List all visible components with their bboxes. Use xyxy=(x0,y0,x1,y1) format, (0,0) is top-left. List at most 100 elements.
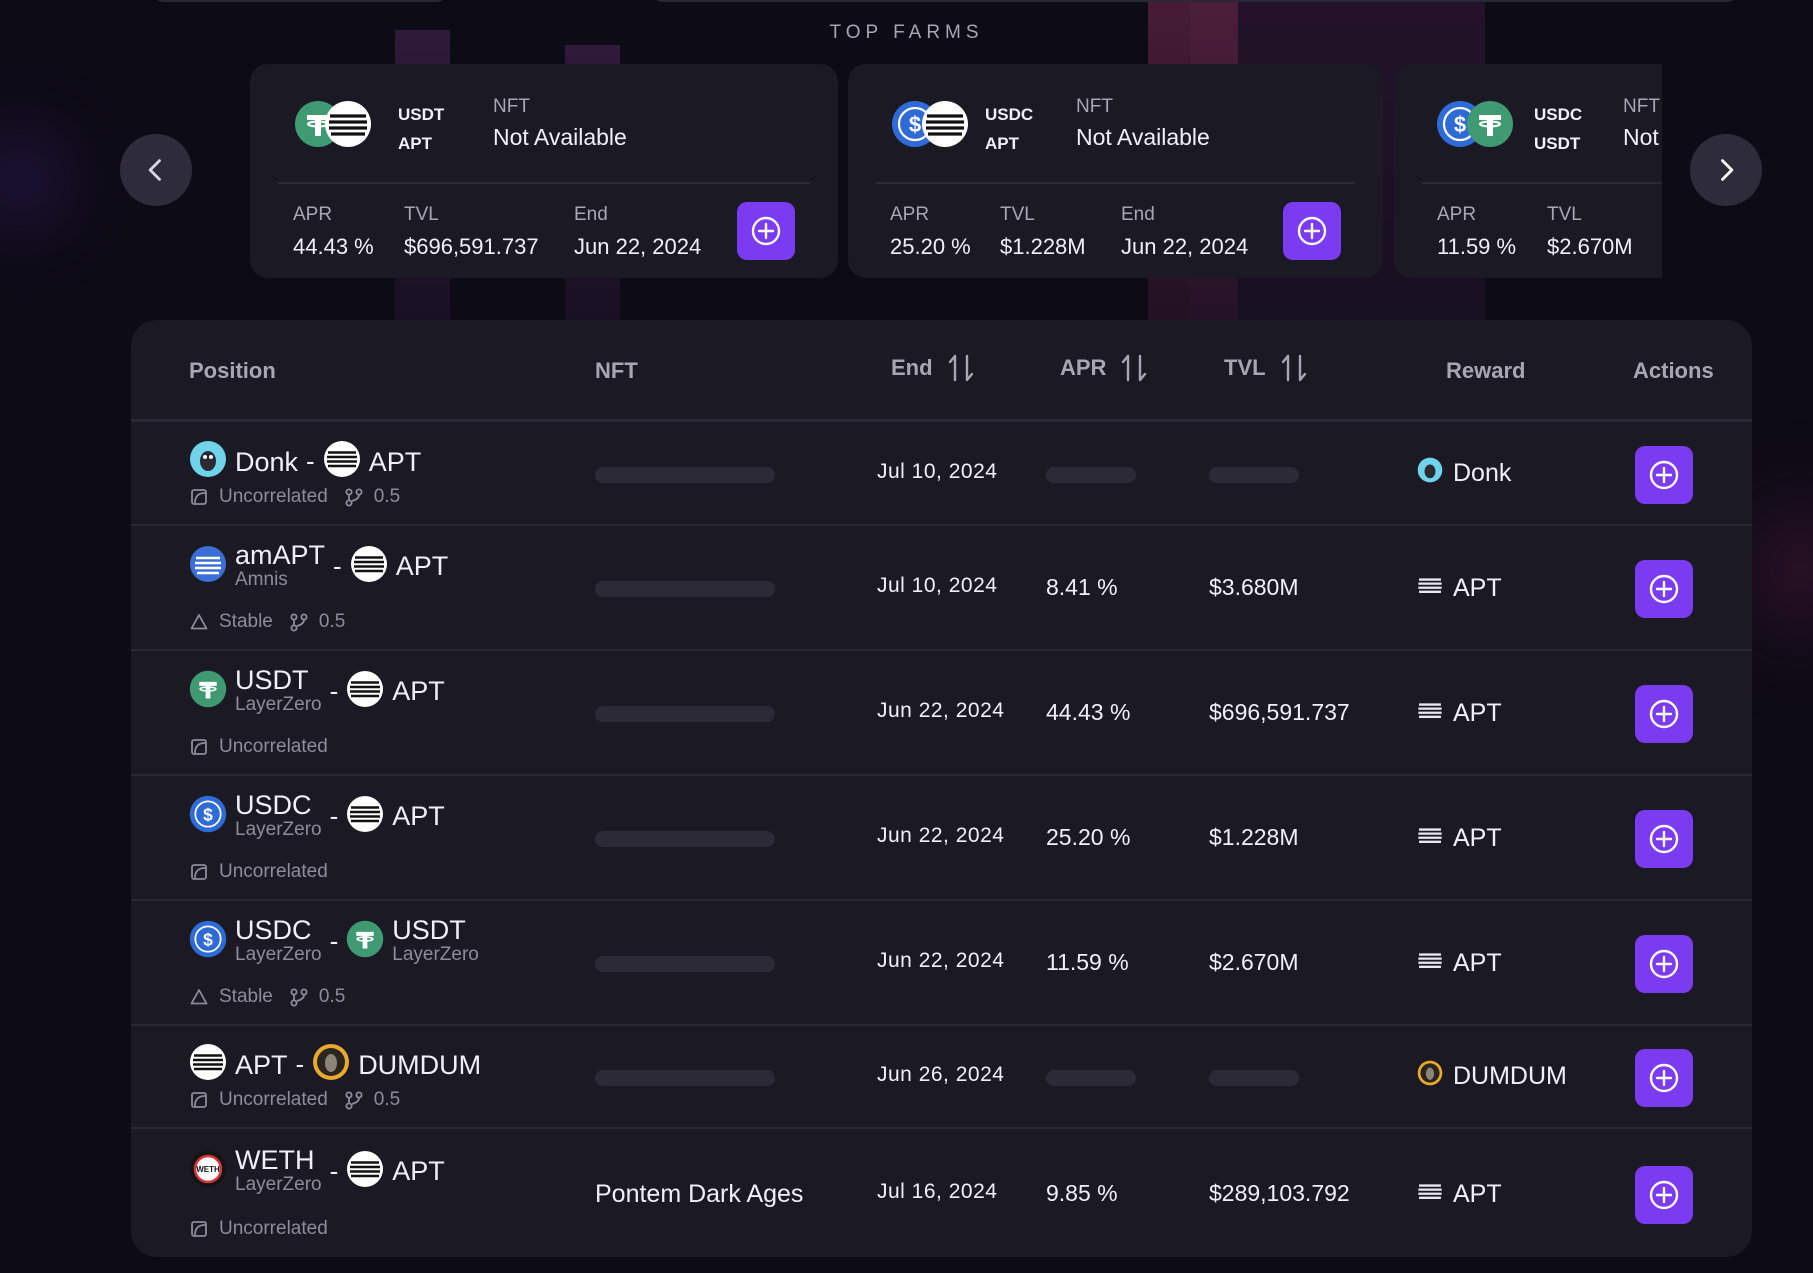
end-label: End xyxy=(1121,204,1155,225)
add-liquidity-button[interactable] xyxy=(1635,446,1693,504)
uncorrelated-icon xyxy=(191,1092,207,1108)
carousel-prev-button[interactable] xyxy=(120,134,192,206)
apr-value: 44.43 % xyxy=(1046,699,1131,725)
top-farms-carousel: USDT APT NFT Not Available APR 44.43 % T… xyxy=(250,64,1662,278)
plus-circle-icon xyxy=(1649,824,1679,854)
table-row[interactable]: USDT LayerZero - APT Uncorrelated Jun 22… xyxy=(131,652,1752,776)
token-a-block: USDC LayerZero xyxy=(235,916,322,966)
farm-card[interactable]: $ USDC APT NFT Not Available APR 25.20 %… xyxy=(848,64,1383,278)
header-apr-sort[interactable]: APR xyxy=(1060,352,1150,384)
add-liquidity-button[interactable] xyxy=(1635,1166,1693,1224)
pool-meta: Stable 0.5 xyxy=(189,986,345,1008)
tvl-value: $696,591.737 xyxy=(404,234,539,259)
apr-label: APR xyxy=(890,204,930,225)
reward-token: DUMDUM xyxy=(1417,1060,1567,1093)
table-row[interactable]: amAPT Amnis - APT Stable 0.5 Jul 10, 202… xyxy=(131,527,1752,651)
farm-card[interactable]: $ USDC USDT NFT Not APR 11.59 % TVL $2.6… xyxy=(1394,64,1662,278)
token-a-label: USDC xyxy=(985,105,1034,124)
aptos-icon xyxy=(921,100,969,153)
tvl-value: $696,591.737 xyxy=(1209,699,1350,725)
reward-name: APT xyxy=(1453,1180,1502,1208)
apr-stat: APR 11.59 % xyxy=(1437,204,1516,260)
farms-table: Position NFT End APR TVL Reward Actions … xyxy=(131,320,1752,1257)
apr-value: 44.43 % xyxy=(293,234,374,259)
token-b-label: USDT xyxy=(1534,134,1581,153)
tvl-placeholder xyxy=(1209,467,1299,483)
nft-placeholder xyxy=(595,706,775,722)
table-row[interactable]: APT - DUMDUM Uncorrelated 0.5 Jun 26, 20… xyxy=(131,1027,1752,1129)
pair-icons xyxy=(294,100,374,152)
header-reward: Reward xyxy=(1446,358,1525,384)
apr-label: APR xyxy=(293,204,333,225)
table-row[interactable]: WETH WETH LayerZero - APT Uncorrelated P… xyxy=(131,1130,1752,1257)
token-a-source: LayerZero xyxy=(235,819,322,840)
add-liquidity-button[interactable] xyxy=(1283,202,1341,260)
reward-name: APT xyxy=(1453,574,1502,602)
aptos-icon xyxy=(1417,1178,1443,1211)
end-value: Jun 22, 2024 xyxy=(1121,234,1249,259)
end-date: Jul 10, 2024 xyxy=(877,574,998,597)
carousel-next-button[interactable] xyxy=(1690,134,1762,206)
header-tvl-sort[interactable]: TVL xyxy=(1224,352,1310,384)
add-liquidity-button[interactable] xyxy=(1635,810,1693,868)
nft-placeholder xyxy=(595,831,775,847)
add-liquidity-button[interactable] xyxy=(1635,685,1693,743)
pair-separator: - xyxy=(329,1155,339,1186)
header-nft: NFT xyxy=(595,358,638,384)
header-reward-label: Reward xyxy=(1446,358,1526,383)
uncorrelated-icon xyxy=(191,739,207,755)
reward-name: DUMDUM xyxy=(1453,1062,1567,1090)
header-nft-label: NFT xyxy=(595,358,638,383)
add-liquidity-button[interactable] xyxy=(1635,560,1693,618)
tvl-label: TVL xyxy=(1547,204,1582,225)
token-a-block: WETH LayerZero xyxy=(235,1146,322,1196)
tether-icon xyxy=(189,670,227,713)
token-a-name: USDC xyxy=(235,915,312,945)
chevron-left-icon xyxy=(148,159,161,181)
nft-label: NFT xyxy=(493,96,530,117)
position-pair: USDT LayerZero - APT xyxy=(189,666,445,716)
divider xyxy=(1422,182,1662,184)
pair-names: USDC APT xyxy=(985,100,1033,158)
weight-value: 0.5 xyxy=(318,986,346,1007)
pair-separator: - xyxy=(333,550,342,581)
sort-icon xyxy=(948,354,973,382)
tvl-stat: TVL $1.228M xyxy=(1000,204,1086,260)
reward-token: Donk xyxy=(1417,457,1511,490)
table-row[interactable]: Donk - APT Uncorrelated 0.5 Jul 10, 2024… xyxy=(131,424,1752,526)
svg-text:$: $ xyxy=(203,929,213,949)
chevron-right-icon xyxy=(1721,159,1734,181)
apr-stat: APR 44.43 % xyxy=(293,204,374,260)
pool-type-label: Uncorrelated xyxy=(219,861,328,882)
table-row[interactable]: $ USDC LayerZero - USDT LayerZero Stable… xyxy=(131,902,1752,1026)
donk-icon xyxy=(189,440,227,483)
tether-icon xyxy=(1466,100,1514,153)
svg-text:$: $ xyxy=(1454,112,1466,137)
divider xyxy=(876,182,1355,184)
add-liquidity-button[interactable] xyxy=(1635,1049,1693,1107)
token-a-source: Amnis xyxy=(235,569,288,590)
reward-name: Donk xyxy=(1453,459,1512,487)
end-date: Jun 22, 2024 xyxy=(877,699,1005,722)
pool-meta: Uncorrelated xyxy=(189,736,328,758)
token-a-block: USDT LayerZero xyxy=(235,666,322,716)
end-value: Jun 22, 2024 xyxy=(574,234,702,259)
header-end-sort[interactable]: End xyxy=(891,352,977,384)
table-row[interactable]: $ USDC LayerZero - APT Uncorrelated Jun … xyxy=(131,777,1752,901)
token-a-block: amAPT Amnis xyxy=(235,541,325,591)
position-pair: APT - DUMDUM xyxy=(189,1043,481,1086)
svg-text:WETH: WETH xyxy=(196,1165,220,1174)
fee-weight-icon xyxy=(290,988,308,1007)
token-b-name: APT xyxy=(392,1156,445,1186)
add-liquidity-button[interactable] xyxy=(737,202,795,260)
farm-card[interactable]: USDT APT NFT Not Available APR 44.43 % T… xyxy=(250,64,838,278)
add-liquidity-button[interactable] xyxy=(1635,935,1693,993)
apr-value: 8.41 % xyxy=(1046,574,1118,600)
reward-token: APT xyxy=(1417,1178,1502,1211)
tvl-label: TVL xyxy=(404,204,439,225)
header-position-label: Position xyxy=(189,358,276,383)
weight-value: 0.5 xyxy=(373,486,401,507)
tvl-stat: TVL $696,591.737 xyxy=(404,204,539,260)
pair-separator: - xyxy=(329,800,339,831)
plus-circle-icon xyxy=(1649,574,1679,604)
